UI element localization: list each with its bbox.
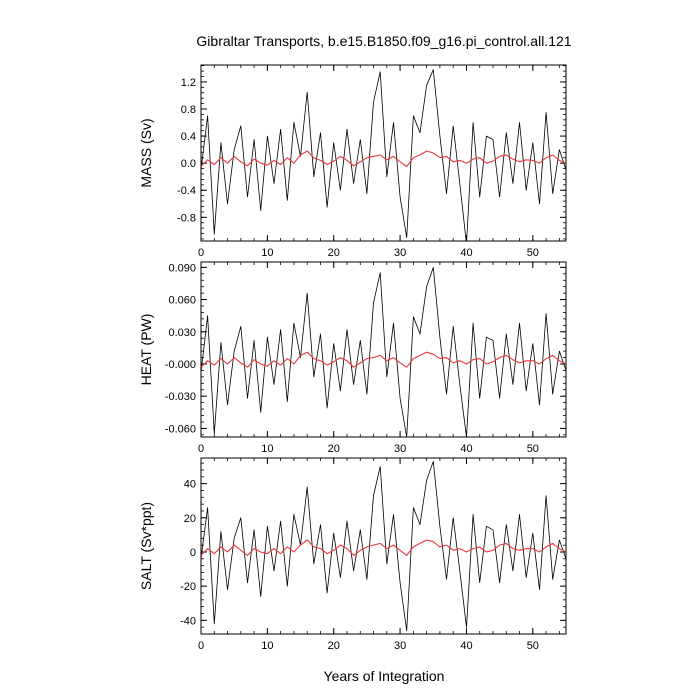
salt-y-tick-label: -20 bbox=[180, 581, 196, 593]
salt-y-axis-title: SALT (Sv*ppt) bbox=[138, 502, 154, 590]
heat-y-tick-label: 0.090 bbox=[168, 262, 196, 274]
salt-plot-frame bbox=[200, 457, 567, 635]
salt-y-tick-label: 0 bbox=[190, 547, 196, 559]
salt-x-tick-label: 30 bbox=[394, 640, 406, 652]
salt-x-tick-label: 40 bbox=[460, 640, 472, 652]
salt-x-tick-label: 10 bbox=[261, 640, 273, 652]
mass-monthly-series-line bbox=[201, 69, 566, 241]
heat-y-axis-title: HEAT (PW) bbox=[138, 314, 154, 386]
mass-plot-frame bbox=[200, 64, 567, 242]
heat-y-tick-label: 0.060 bbox=[168, 295, 196, 307]
mass-x-tick-label: 10 bbox=[261, 247, 273, 259]
mass-x-tick-label: 40 bbox=[460, 247, 472, 259]
heat-y-tick-label: -0.030 bbox=[165, 391, 196, 403]
heat-plot-frame bbox=[200, 261, 567, 438]
heat-y-tick-label: -0.060 bbox=[165, 423, 196, 435]
salt-y-tick-label: -40 bbox=[180, 615, 196, 627]
mass-panel: 0 10 20 30 40 50 -0.8 -0.4 0.0 0.4 0.8 1.2 MASS (Sv) bbox=[138, 64, 567, 259]
salt-panel: 0 10 20 30 40 50 -40 -20 0 20 40 SALT (Sv*ppt) bbox=[138, 457, 567, 652]
heat-panel: 0 10 20 30 40 50 -0.060 -0.030 -0.000 0.030 0.060 0… bbox=[138, 261, 567, 455]
salt-x-tick-label: 50 bbox=[527, 640, 539, 652]
heat-x-tick-label: 50 bbox=[527, 443, 539, 455]
salt-y-tick-label: 20 bbox=[184, 513, 196, 525]
mass-y-tick-label: -0.4 bbox=[177, 185, 196, 197]
mass-y-tick-label: 1.2 bbox=[181, 77, 196, 89]
heat-x-tick-label: 20 bbox=[328, 443, 340, 455]
mass-x-tick-label: 50 bbox=[527, 247, 539, 259]
mass-smoothed-series-line bbox=[201, 150, 566, 168]
salt-monthly-series-line bbox=[201, 460, 566, 631]
mass-x-tick-label: 20 bbox=[328, 247, 340, 259]
mass-y-tick-label: 0.4 bbox=[181, 131, 196, 143]
heat-y-tick-label: -0.000 bbox=[165, 359, 196, 371]
heat-x-tick-label: 30 bbox=[394, 443, 406, 455]
heat-x-tick-label: 0 bbox=[198, 443, 204, 455]
salt-x-tick-label: 20 bbox=[328, 640, 340, 652]
heat-x-tick-label: 40 bbox=[460, 443, 472, 455]
salt-x-tick-label: 0 bbox=[198, 640, 204, 652]
figure-title: Gibraltar Transports, b.e15.B1850.f09_g1… bbox=[196, 33, 571, 49]
heat-monthly-series-line bbox=[201, 266, 566, 437]
mass-x-tick-label: 0 bbox=[198, 247, 204, 259]
mass-y-tick-label: 0.0 bbox=[181, 158, 196, 170]
heat-y-tick-label: 0.030 bbox=[168, 327, 196, 339]
heat-smoothed-series-line bbox=[201, 351, 566, 368]
mass-x-tick-label: 30 bbox=[394, 247, 406, 259]
mass-y-tick-label: -0.8 bbox=[177, 212, 196, 224]
heat-x-tick-label: 10 bbox=[261, 443, 273, 455]
salt-y-tick-label: 40 bbox=[184, 479, 196, 491]
mass-y-tick-label: 0.8 bbox=[181, 104, 196, 116]
salt-smoothed-series-line bbox=[201, 539, 566, 556]
x-axis-title: Years of Integration bbox=[324, 668, 445, 684]
mass-y-axis-title: MASS (Sv) bbox=[138, 118, 154, 187]
